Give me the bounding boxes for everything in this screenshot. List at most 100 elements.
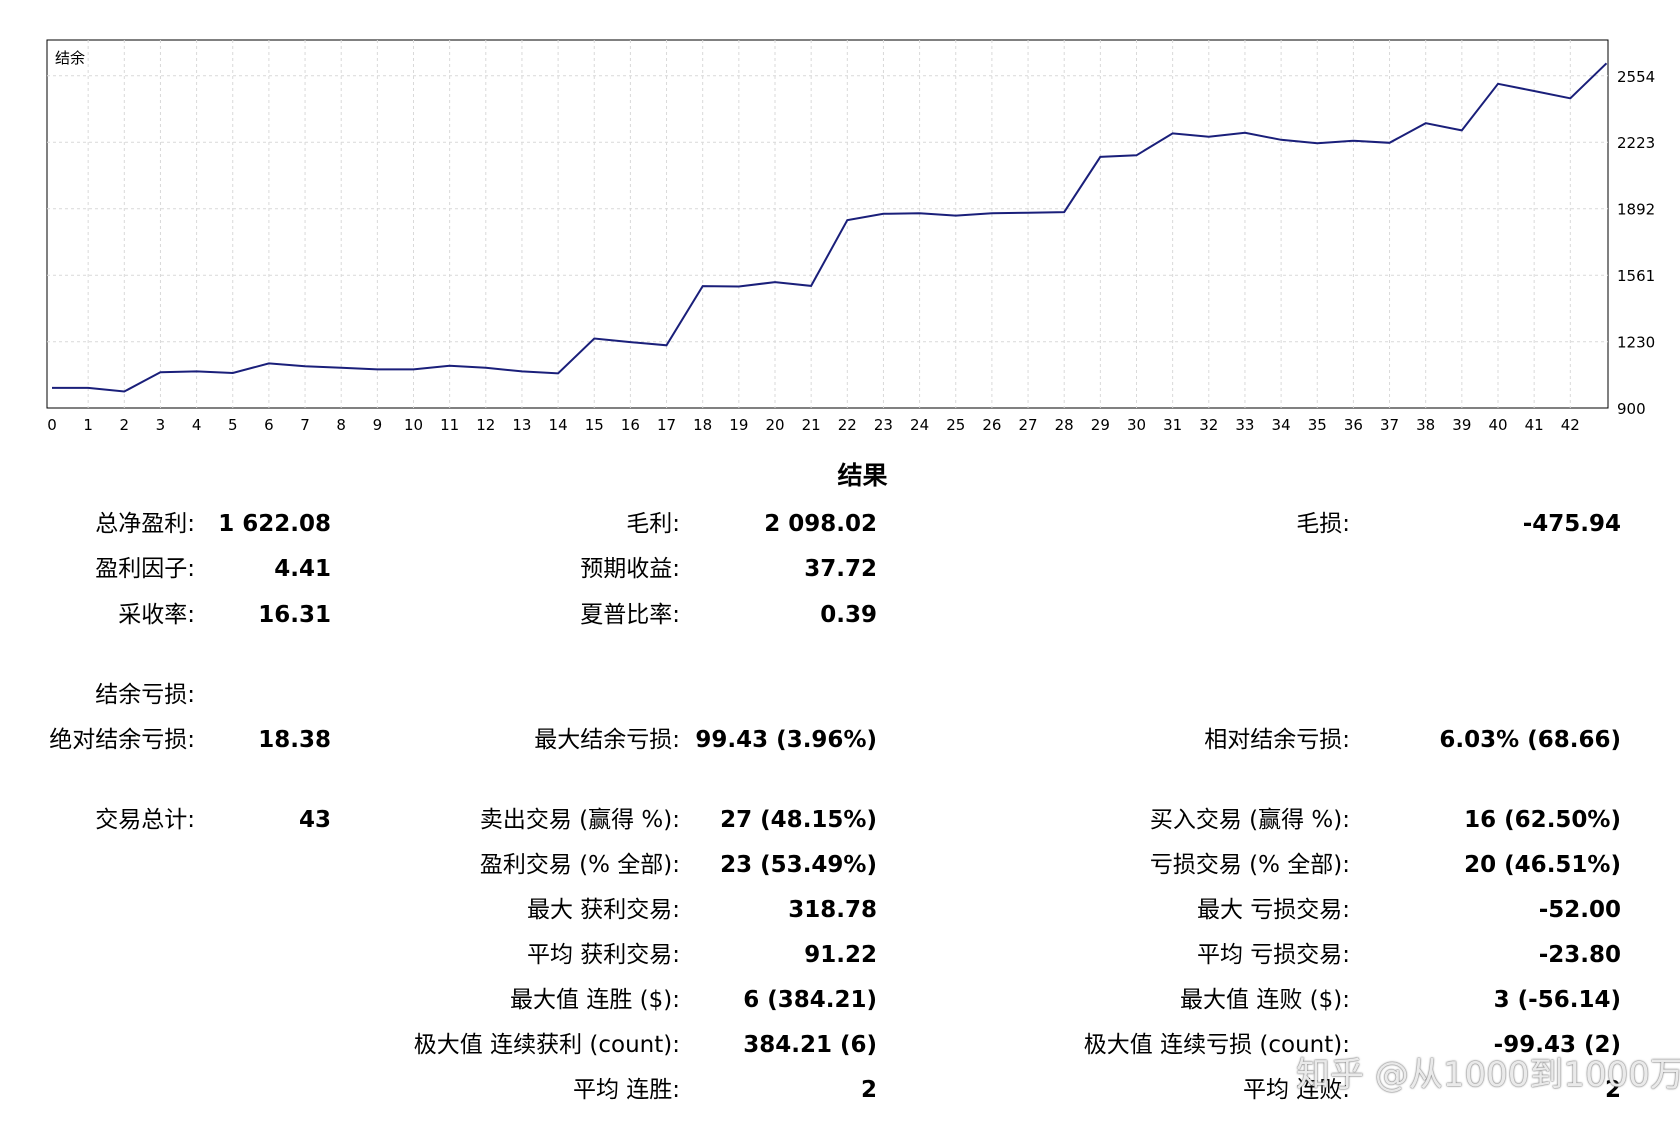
- balance-series: [52, 62, 1608, 393]
- gross-loss-label: 毛损:: [1296, 511, 1350, 537]
- recovery-factor-label: 采收率:: [118, 602, 195, 628]
- total-trades-value: 43: [298, 807, 331, 833]
- x-tick-label: 16: [621, 416, 640, 434]
- relative-drawdown-value: 6.03% (68.66): [1439, 727, 1621, 753]
- expected-payoff-value: 37.72: [804, 556, 877, 582]
- average-loss-trade-value: -23.80: [1538, 942, 1621, 968]
- x-tick-label: 39: [1452, 416, 1471, 434]
- net-profit-value: 1 622.08: [218, 511, 331, 537]
- x-tick-label: 36: [1344, 416, 1363, 434]
- profit-factor-label: 盈利因子:: [95, 556, 195, 582]
- absolute-drawdown-label: 绝对结余亏损:: [49, 727, 195, 753]
- x-tick-label: 15: [585, 416, 604, 434]
- x-tick-label: 3: [156, 416, 166, 434]
- y-tick-label: 1230: [1617, 334, 1655, 352]
- x-tick-label: 11: [440, 416, 459, 434]
- x-tick-label: 32: [1199, 416, 1218, 434]
- average-consecutive-wins-label: 平均 连胜:: [572, 1077, 680, 1103]
- loss-trades-label: 亏损交易 (% 全部):: [1149, 852, 1350, 878]
- x-tick-label: 9: [373, 416, 383, 434]
- maximal-consecutive-loss-label: 极大值 连续亏损 (count):: [1083, 1032, 1350, 1058]
- max-drawdown-label: 最大结余亏损:: [534, 727, 680, 753]
- x-tick-label: 29: [1091, 416, 1110, 434]
- x-tick-label: 6: [264, 416, 274, 434]
- y-tick-label: 2223: [1617, 134, 1655, 152]
- results-title: 结果: [837, 461, 888, 490]
- x-tick-label: 34: [1272, 416, 1291, 434]
- profit-factor-value: 4.41: [274, 556, 331, 582]
- short-trades-label: 卖出交易 (赢得 %):: [479, 807, 680, 833]
- expected-payoff-label: 预期收益:: [580, 556, 680, 582]
- x-tick-label: 5: [228, 416, 238, 434]
- chart-title: 结余: [55, 49, 85, 67]
- profit-trades-label: 盈利交易 (% 全部):: [479, 852, 680, 878]
- largest-loss-trade-value: -52.00: [1538, 897, 1621, 923]
- x-tick-label: 20: [765, 416, 784, 434]
- average-profit-trade-value: 91.22: [804, 942, 877, 968]
- x-tick-label: 4: [192, 416, 202, 434]
- max-drawdown-value: 99.43 (3.96%): [695, 727, 877, 753]
- x-tick-label: 13: [512, 416, 531, 434]
- loss-trades-value: 20 (46.51%): [1464, 852, 1621, 878]
- x-tick-label: 25: [946, 416, 965, 434]
- grid: [47, 40, 1608, 408]
- x-tick-label: 17: [657, 416, 676, 434]
- x-tick-label: 38: [1416, 416, 1435, 434]
- x-tick-label: 35: [1308, 416, 1327, 434]
- x-tick-label: 7: [300, 416, 310, 434]
- largest-loss-trade-label: 最大 亏损交易:: [1196, 897, 1350, 923]
- max-consecutive-losses-value: 3 (-56.14): [1493, 987, 1621, 1013]
- x-tick-label: 22: [838, 416, 857, 434]
- average-consecutive-losses-label: 平均 连败:: [1242, 1077, 1350, 1103]
- x-tick-label: 31: [1163, 416, 1182, 434]
- average-loss-trade-label: 平均 亏损交易:: [1196, 942, 1350, 968]
- x-tick-label: 1: [83, 416, 93, 434]
- y-tick-label: 2554: [1617, 68, 1655, 86]
- gross-profit-label: 毛利:: [626, 511, 680, 537]
- x-tick-label: 19: [729, 416, 748, 434]
- balance-drawdown-label: 结余亏损:: [95, 682, 195, 708]
- x-tick-label: 26: [982, 416, 1001, 434]
- x-tick-label: 8: [336, 416, 346, 434]
- plot-frame: [46, 39, 1609, 409]
- x-tick-label: 30: [1127, 416, 1146, 434]
- sharpe-ratio-label: 夏普比率:: [580, 602, 680, 628]
- zhihu-watermark: 知乎 @从1000到1000万: [1296, 1055, 1680, 1095]
- x-tick-label: 18: [693, 416, 712, 434]
- x-tick-label: 27: [1019, 416, 1038, 434]
- balance-line: [52, 62, 1608, 393]
- x-axis-ticks: 0 1 2 3 4 5 6 7 8 9 10 11 12 13 14 15 16 17 18 19 20 21 22 23 24…: [47, 416, 1580, 434]
- x-tick-label: 28: [1055, 416, 1074, 434]
- average-profit-trade-label: 平均 获利交易:: [526, 942, 680, 968]
- average-consecutive-losses-value: 2: [1604, 1077, 1621, 1103]
- x-tick-label: 33: [1235, 416, 1254, 434]
- y-tick-label: 1561: [1617, 267, 1655, 285]
- largest-profit-trade-label: 最大 获利交易:: [526, 897, 680, 923]
- x-tick-label: 2: [120, 416, 130, 434]
- x-tick-label: 10: [404, 416, 423, 434]
- largest-profit-trade-value: 318.78: [788, 897, 877, 923]
- x-tick-label: 14: [549, 416, 568, 434]
- x-tick-label: 12: [476, 416, 495, 434]
- long-trades-value: 16 (62.50%): [1464, 807, 1621, 833]
- short-trades-value: 27 (48.15%): [720, 807, 877, 833]
- y-tick-label: 900: [1617, 400, 1646, 418]
- max-consecutive-wins-value: 6 (384.21): [743, 987, 877, 1013]
- maximal-consecutive-loss-value: -99.43 (2): [1493, 1032, 1621, 1058]
- recovery-factor-value: 16.31: [258, 602, 331, 628]
- x-tick-label: 42: [1561, 416, 1580, 434]
- x-tick-label: 24: [910, 416, 929, 434]
- sharpe-ratio-value: 0.39: [820, 602, 877, 628]
- y-axis-ticks: 900 1230 1561 1892 2223 2554: [1617, 68, 1655, 418]
- x-tick-label: 0: [47, 416, 57, 434]
- maximal-consecutive-profit-value: 384.21 (6): [743, 1032, 877, 1058]
- x-tick-label: 41: [1525, 416, 1544, 434]
- gross-profit-value: 2 098.02: [764, 511, 877, 537]
- net-profit-label: 总净盈利:: [95, 511, 195, 537]
- long-trades-label: 买入交易 (赢得 %):: [1149, 807, 1350, 833]
- average-consecutive-wins-value: 2: [860, 1077, 877, 1103]
- x-tick-label: 40: [1488, 416, 1507, 434]
- y-tick-label: 1892: [1617, 201, 1655, 219]
- absolute-drawdown-value: 18.38: [258, 727, 331, 753]
